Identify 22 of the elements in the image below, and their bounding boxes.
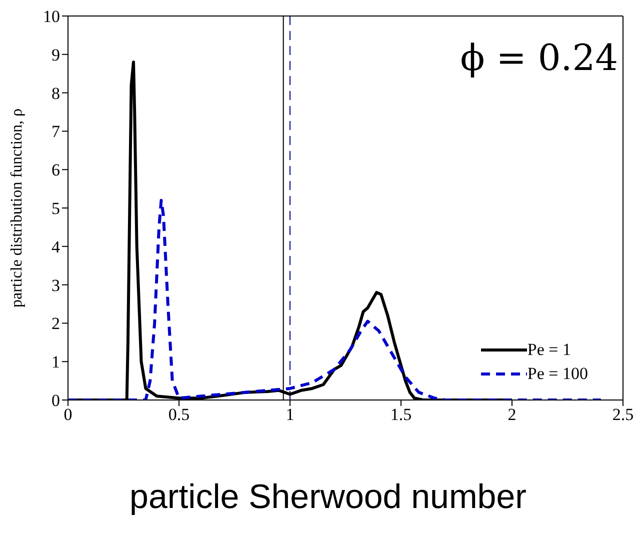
y-tick-label: 1 [52,352,60,372]
legend-label: Pe = 100 [527,364,588,384]
x-tick-label: 0 [64,405,72,424]
y-tick-label: 0 [52,391,60,410]
annotation: ϕ = 0.24 [460,38,618,79]
y-tick-label: 10 [43,7,60,26]
y-tick-label: 6 [52,160,60,180]
legend-label: Pe = 1 [527,340,571,360]
y-tick-label: 5 [52,199,60,218]
y-tick-label: 9 [52,45,60,64]
y-tick-label: 4 [52,237,60,256]
y-tick-label: 3 [52,276,60,295]
x-tick-label: 1.5 [390,405,412,424]
x-axis-title: particle Sherwood number [128,478,528,517]
y-tick-label: 8 [52,84,60,103]
x-tick-label: 2 [508,405,516,424]
x-tick-label: 0.5 [168,405,190,424]
x-tick-label: 2.5 [612,405,634,424]
y-tick-label: 2 [52,314,60,334]
x-tick-label: 1 [286,405,294,424]
y-axis-title: particle distribution function, ρ [8,108,26,308]
y-tick-label: 7 [52,122,60,142]
